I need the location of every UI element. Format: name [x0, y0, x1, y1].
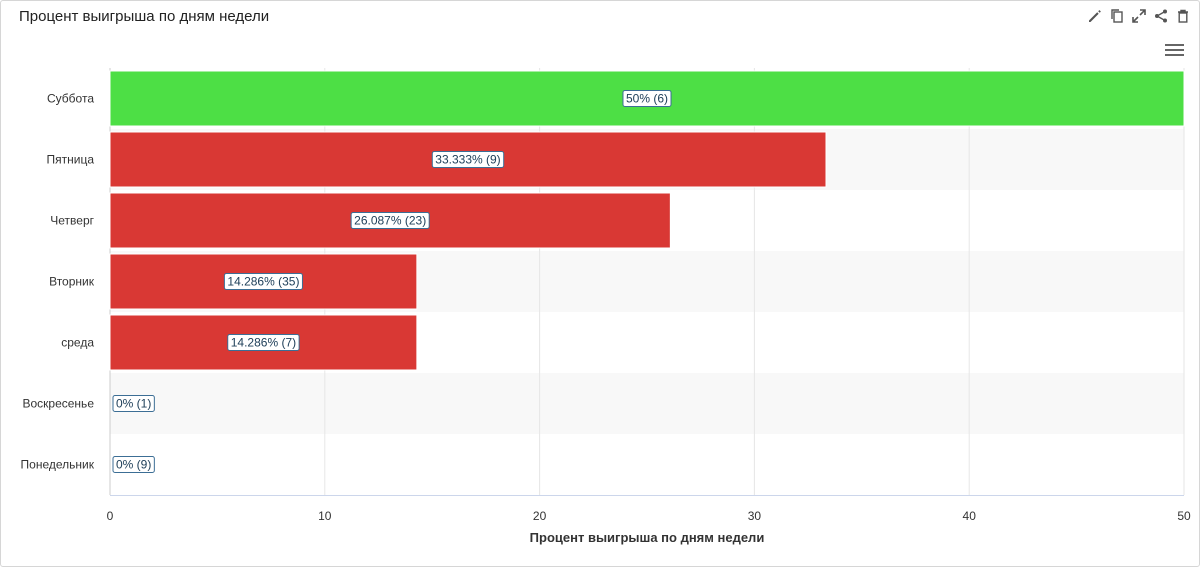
expand-icon[interactable] — [1130, 8, 1147, 25]
x-tick-label: 10 — [318, 509, 332, 523]
data-label-box — [227, 334, 300, 351]
data-label-box — [431, 151, 505, 168]
plot-band — [110, 373, 1184, 434]
data-label: 0% (9) — [112, 456, 155, 473]
category-label: Четверг — [50, 214, 94, 228]
bar — [109, 253, 418, 310]
data-label-text: 33.333% (9) — [435, 153, 500, 167]
hamburger-menu-icon[interactable] — [1165, 43, 1184, 57]
category-label: Понедельник — [21, 458, 95, 472]
panel-toolbar — [1086, 5, 1191, 27]
category-label: среда — [61, 336, 94, 350]
category-label: Вторник — [49, 275, 95, 289]
x-tick-label: 30 — [748, 509, 762, 523]
data-label-text: 0% (9) — [116, 458, 151, 472]
data-label: 0% (1) — [112, 395, 155, 412]
data-label: 50% (6) — [622, 90, 672, 107]
x-tick-label: 40 — [963, 509, 977, 523]
category-label: Суббота — [47, 92, 94, 106]
data-label-text: 14.286% (7) — [231, 336, 296, 350]
trash-icon[interactable] — [1174, 8, 1191, 25]
data-label: 14.286% (7) — [227, 334, 300, 351]
data-label-box — [223, 273, 303, 290]
category-label: Пятница — [47, 153, 95, 167]
share-icon[interactable] — [1152, 8, 1169, 25]
data-label: 14.286% (35) — [223, 273, 303, 290]
x-tick-label: 20 — [533, 509, 547, 523]
pencil-icon[interactable] — [1086, 8, 1103, 25]
data-label-text: 14.286% (35) — [227, 275, 299, 289]
x-axis-title: Процент выигрыша по дням недели — [530, 530, 765, 545]
category-label: Воскресенье — [22, 397, 94, 411]
panel-title: Процент выигрыша по дням недели — [19, 8, 270, 25]
copy-icon[interactable] — [1108, 8, 1125, 25]
data-label-box — [112, 395, 155, 412]
data-label-text: 0% (1) — [116, 397, 151, 411]
x-tick-label: 50 — [1177, 509, 1191, 523]
data-label-box — [112, 456, 155, 473]
x-tick-label: 0 — [107, 509, 114, 523]
data-label: 33.333% (9) — [431, 151, 505, 168]
data-label: 26.087% (23) — [350, 212, 430, 229]
data-label-box — [350, 212, 430, 229]
data-label-text: 26.087% (23) — [354, 214, 426, 228]
data-label-text: 50% (6) — [626, 92, 668, 106]
data-label-box — [622, 90, 672, 107]
